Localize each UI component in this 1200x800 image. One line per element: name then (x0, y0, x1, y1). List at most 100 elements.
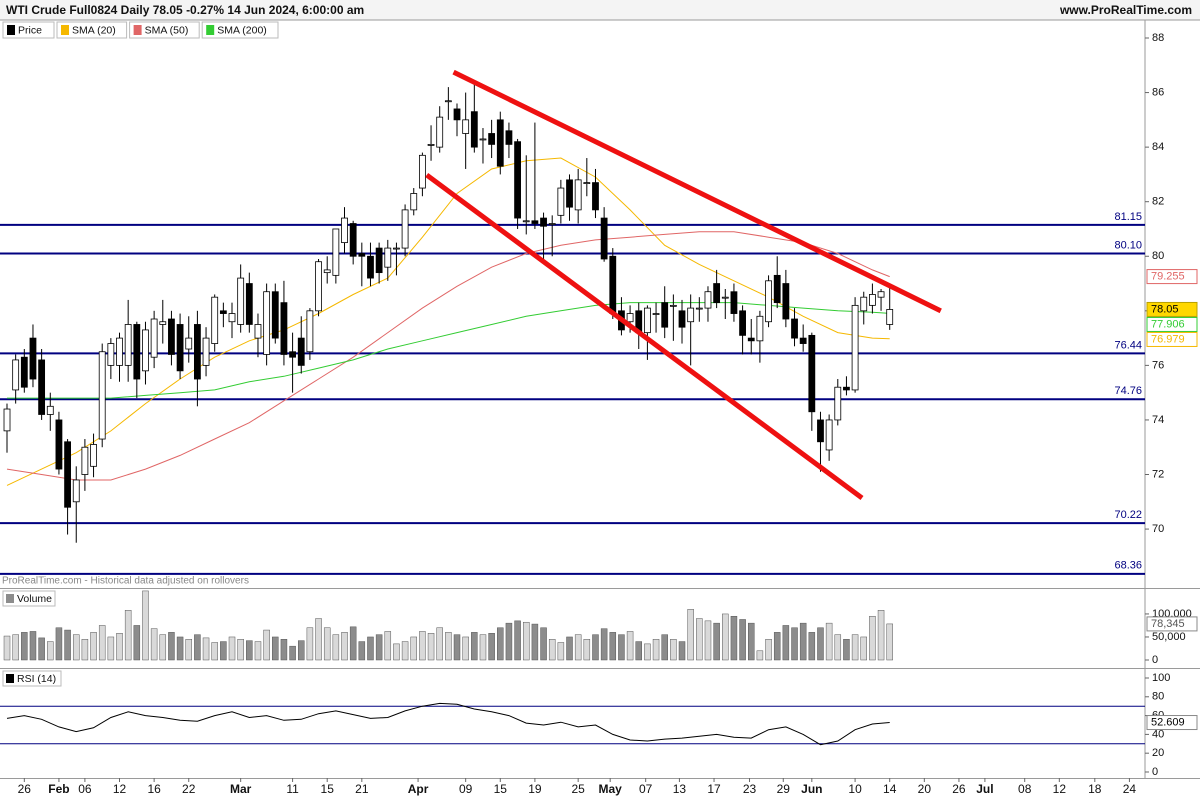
volume-bar (600, 628, 608, 661)
y-tick-label: 0 (1152, 766, 1158, 778)
legend-swatch (133, 25, 142, 35)
volume-bar (315, 618, 322, 661)
candle-body (436, 116, 444, 148)
candle-body (843, 386, 850, 391)
volume-bar (471, 632, 478, 661)
candle-body (150, 318, 158, 358)
volume-bar (704, 620, 712, 661)
candle-body (661, 302, 669, 328)
candle-body (64, 441, 71, 508)
candle-body (600, 217, 608, 260)
candle-body (756, 315, 764, 342)
candle-body (38, 359, 46, 415)
data-note: ProRealTime.com - Historical data adjust… (2, 576, 249, 587)
candle-body (427, 144, 435, 146)
candle-body (695, 307, 703, 310)
legend-box (56, 21, 128, 39)
price-tag: 79.255 (1146, 269, 1198, 285)
y-tick-label: 100 (1152, 672, 1170, 684)
candle-body (263, 291, 271, 355)
candle-body (687, 307, 695, 323)
candle-body (652, 313, 660, 315)
candle-body (124, 324, 132, 366)
candle-body (306, 310, 314, 353)
volume-bar (687, 609, 694, 661)
volume-bar (548, 639, 556, 661)
x-tick-label: 21 (355, 782, 369, 796)
header-bar (0, 0, 1200, 20)
volume-bar (522, 621, 530, 661)
price-tag: 78.05 (1146, 301, 1198, 317)
volume-bar (644, 643, 651, 661)
candle-body (869, 294, 876, 306)
candle-body (159, 321, 167, 325)
volume-bar (747, 622, 755, 661)
legend-label: SMA (50) (145, 24, 189, 36)
volume-bar (540, 627, 547, 661)
volume-bar (427, 633, 435, 661)
volume-bar (583, 639, 591, 661)
candle-body (739, 310, 746, 336)
volume-bar (280, 639, 288, 661)
price-tag-box (1146, 616, 1198, 632)
y-tick-label: 86 (1152, 86, 1164, 98)
volume-bar (419, 631, 426, 661)
volume-bar (765, 639, 772, 661)
candle-body (704, 291, 712, 309)
candle-body (90, 444, 97, 467)
volume-bar (531, 623, 539, 661)
volume-bar (626, 631, 634, 661)
volume-bar (739, 619, 746, 661)
candle-body (193, 324, 201, 380)
price-tag-box (1146, 331, 1198, 347)
x-tick-label: 19 (528, 782, 542, 796)
volume-bar (90, 632, 97, 661)
site-name: www.ProRealTime.com (1059, 3, 1192, 17)
x-tick-label: 29 (777, 782, 791, 796)
candle-body (107, 343, 115, 366)
candle-body (46, 405, 54, 415)
candle-body (860, 296, 868, 312)
candle-body (245, 283, 253, 325)
volume-bar (64, 629, 71, 661)
candle-body (72, 479, 80, 503)
volume-bar (860, 636, 867, 661)
volume-bar (696, 618, 703, 661)
legend-label: Price (18, 24, 42, 36)
y-tick-label: 70 (1152, 523, 1164, 535)
y-tick-label: 80 (1152, 250, 1164, 262)
y-tick-label: 80 (1152, 691, 1164, 703)
volume-bar (566, 636, 573, 661)
x-tick-label: Mar (230, 782, 252, 796)
x-tick-label: 12 (113, 782, 127, 796)
x-tick-label: 17 (707, 782, 721, 796)
legend-swatch (7, 25, 15, 35)
candle-body (496, 119, 504, 167)
x-tick-label: 09 (459, 782, 473, 796)
volume-bar (341, 632, 348, 661)
price-tag-label: 79.255 (1151, 270, 1185, 282)
candle-body (393, 247, 400, 250)
candle-body (375, 247, 383, 274)
candle-body (168, 318, 175, 355)
volume-bar (55, 627, 63, 661)
candle-body (886, 309, 894, 325)
volume-bar (401, 641, 409, 661)
candle-body (289, 351, 296, 358)
x-tick-label: 18 (1088, 782, 1102, 796)
candle-body (678, 310, 686, 328)
candle-body (341, 217, 348, 244)
volume-bar (220, 641, 227, 661)
volume-bar (159, 634, 167, 661)
volume-bar (799, 622, 807, 661)
x-tick-label: 11 (286, 782, 299, 796)
price-tag-box (1146, 715, 1198, 731)
volume-bar (246, 640, 253, 661)
candle-body (747, 337, 755, 342)
candle-body (315, 261, 322, 312)
candle-body (185, 337, 193, 350)
candle-body (237, 277, 245, 325)
price-tag-box (1146, 301, 1198, 317)
y-tick-label: 72 (1152, 468, 1164, 480)
volume-bar (168, 632, 175, 661)
